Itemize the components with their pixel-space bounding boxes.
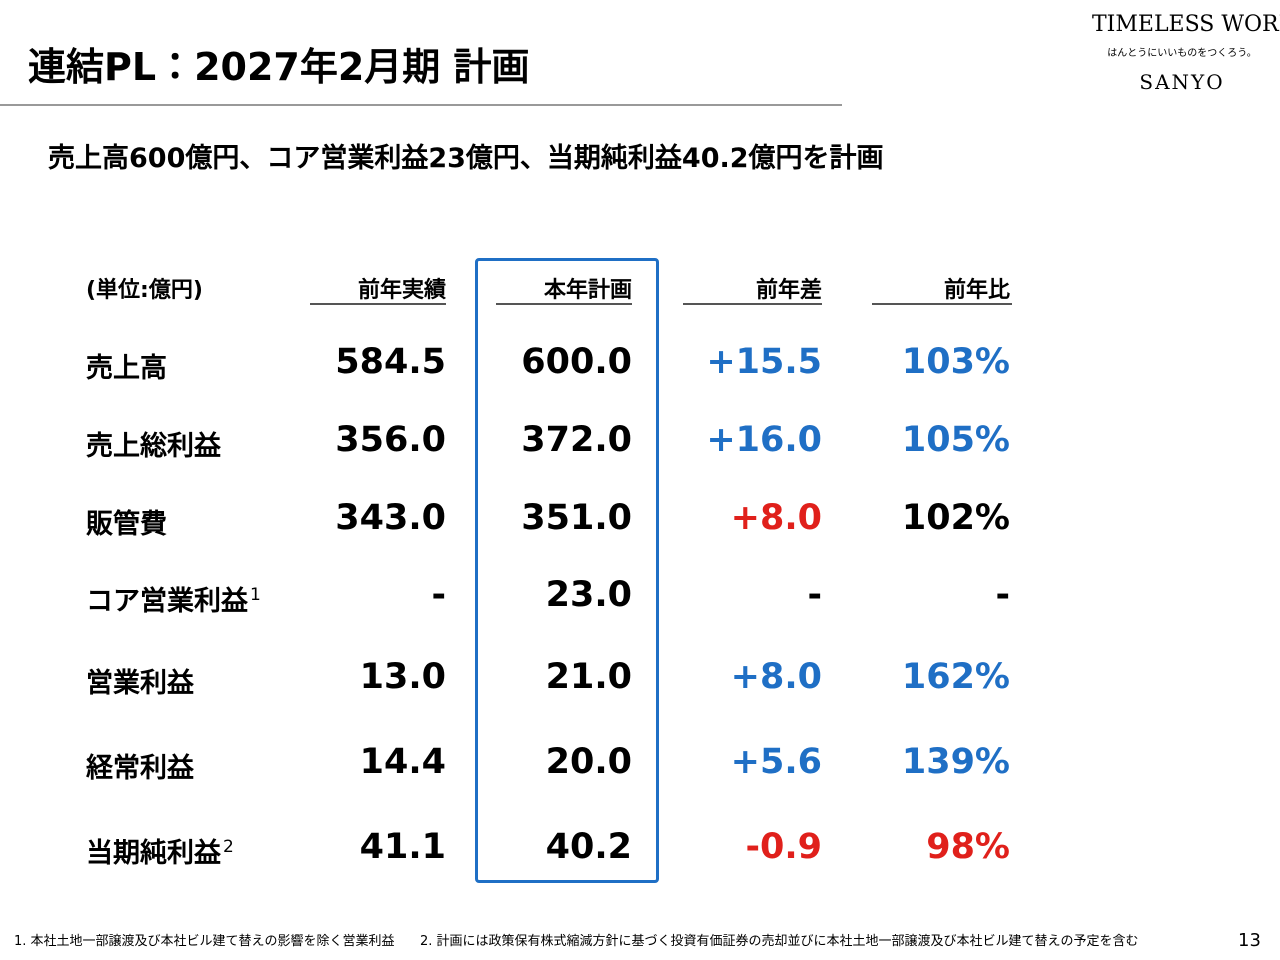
row-label-text: 販管費 [86, 509, 167, 540]
footnote: 2. 計画には政策保有株式縮減方針に基づく投資有価証券の売却並びに本社土地一部譲… [420, 934, 1139, 949]
value-cell: 600.0 [521, 342, 632, 382]
value-cell: 41.1 [359, 827, 446, 867]
value-cell: +16.0 [706, 420, 822, 460]
value-cell: -0.9 [745, 827, 822, 867]
value-cell: 584.5 [335, 342, 446, 382]
value-cell: +5.6 [730, 742, 822, 782]
value-cell: - [431, 575, 446, 615]
highlight-box [475, 258, 659, 883]
value-cell: 98% [926, 827, 1010, 867]
column-header: 前年差 [755, 278, 822, 303]
value-cell: 21.0 [545, 657, 632, 697]
logo-brand: TIMELESS WORK. [1092, 12, 1280, 37]
note-marker: 2 [223, 837, 234, 857]
value-cell: 13.0 [359, 657, 446, 697]
value-cell: 102% [901, 498, 1010, 538]
header-underline [872, 303, 1012, 305]
header-underline [310, 303, 446, 305]
value-cell: 139% [901, 742, 1010, 782]
row-label-text: 売上総利益 [86, 431, 221, 462]
row-label: コア営業利益 1 [86, 579, 261, 618]
value-cell: 343.0 [335, 498, 446, 538]
value-cell: 23.0 [545, 575, 632, 615]
subtitle: 売上高600億円、コア営業利益23億円、当期純利益40.2億円を計画 [48, 143, 884, 174]
row-label: 経常利益 [86, 746, 194, 785]
title-rule [0, 104, 842, 106]
value-cell: - [995, 575, 1010, 615]
unit-label: (単位:億円) [86, 278, 203, 303]
header-underline [496, 303, 632, 305]
value-cell: 351.0 [521, 498, 632, 538]
value-cell: 14.4 [359, 742, 446, 782]
value-cell: 20.0 [545, 742, 632, 782]
value-cell: 105% [901, 420, 1010, 460]
row-label: 当期純利益 2 [86, 831, 234, 870]
value-cell: 40.2 [545, 827, 632, 867]
header-underline [683, 303, 822, 305]
footnote: 1. 本社土地一部譲渡及び本社ビル建て替えの影響を除く営業利益 [14, 934, 395, 949]
logo-company: SANYO [1139, 70, 1225, 94]
row-label: 売上総利益 [86, 424, 221, 463]
value-cell: 162% [901, 657, 1010, 697]
note-marker: 1 [250, 585, 261, 605]
row-label-text: 経常利益 [86, 753, 194, 784]
column-header: 本年計画 [543, 278, 632, 303]
column-header: 前年比 [943, 278, 1010, 303]
page-number: 13 [1238, 930, 1261, 951]
value-cell: +8.0 [730, 657, 822, 697]
value-cell: 372.0 [521, 420, 632, 460]
row-label-text: 当期純利益 [86, 838, 221, 869]
row-label-text: 売上高 [86, 353, 167, 384]
value-cell: 103% [901, 342, 1010, 382]
value-cell: - [807, 575, 822, 615]
title: 連結PL：2027年2月期 計画 [28, 45, 530, 89]
value-cell: +15.5 [706, 342, 822, 382]
row-label-text: 営業利益 [86, 668, 194, 699]
column-header: 前年実績 [357, 278, 446, 303]
row-label: 売上高 [86, 346, 167, 385]
value-cell: +8.0 [730, 498, 822, 538]
value-cell: 356.0 [335, 420, 446, 460]
row-label: 営業利益 [86, 661, 194, 700]
row-label: 販管費 [86, 502, 167, 541]
row-label-text: コア営業利益 [86, 586, 248, 617]
logo-tagline: はんとうにいいものをつくろう。 [1107, 48, 1257, 59]
